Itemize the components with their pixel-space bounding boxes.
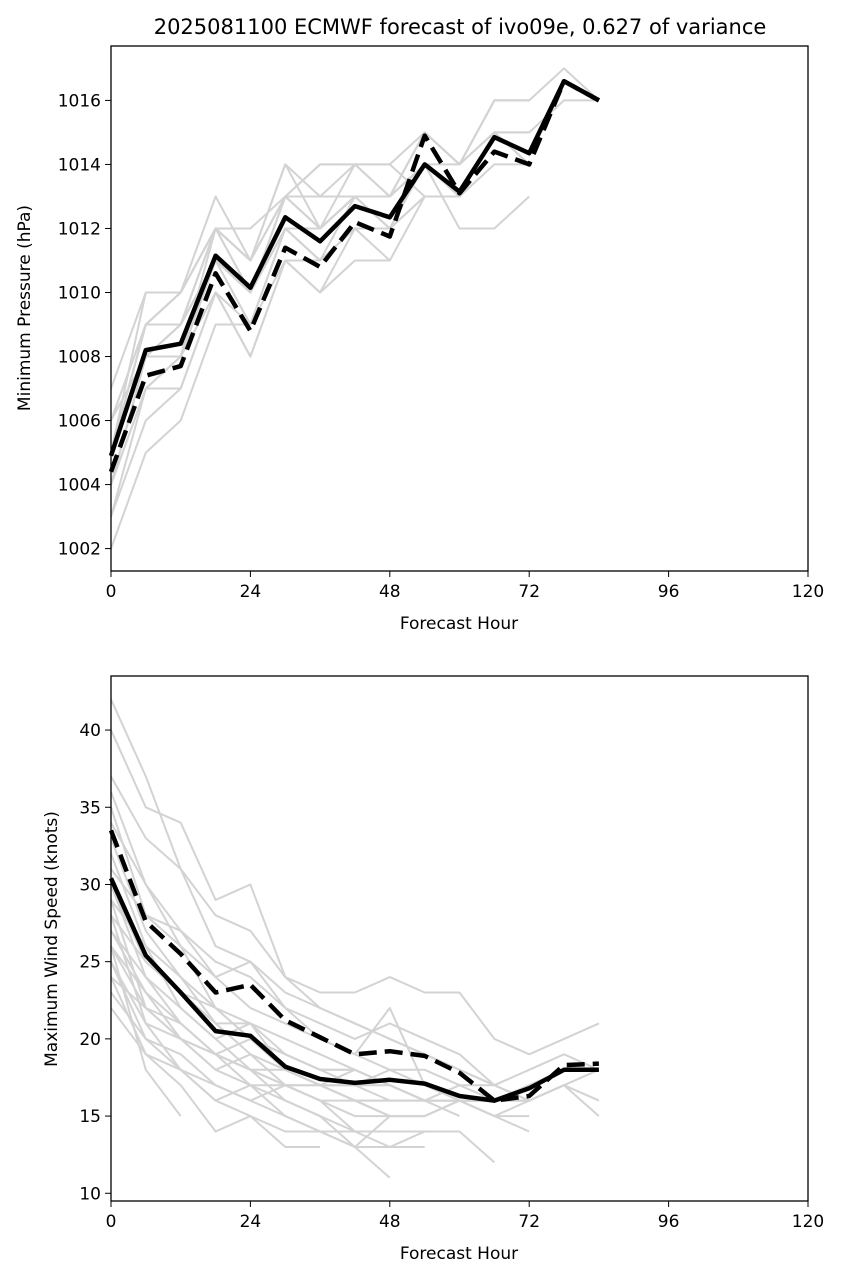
pressure-x-axis-label: Forecast Hour [400, 614, 518, 634]
wind-ensemble-member-line [110, 914, 460, 1133]
pressure-axes-frame [110, 45, 809, 572]
pressure-x-tick-label: 48 [379, 582, 401, 602]
pressure-dashed-line [108, 78, 600, 473]
wind-y-tick-label: 35 [79, 798, 101, 818]
pressure-y-tick-label: 1002 [58, 540, 101, 560]
pressure-x-ticks: 0 24 48 72 96 120 [106, 571, 824, 602]
wind-y-tick-label: 40 [79, 721, 101, 741]
pressure-y-tick-label: 1006 [58, 412, 101, 432]
pressure-x-tick-label: 0 [106, 582, 117, 602]
pressure-ensemble-member-line [110, 227, 252, 421]
wind-x-ticks: 0 24 48 72 96 120 [106, 1201, 824, 1232]
pressure-ensemble-member-line [110, 259, 390, 485]
wind-y-ticks: 10 15 20 25 30 35 40 [79, 721, 111, 1204]
chart-title: 2025081100 ECMWF forecast of ivo09e, 0.6… [154, 15, 767, 39]
wind-series-group [108, 698, 600, 1179]
pressure-y-tick-label: 1010 [58, 283, 101, 303]
pressure-y-tick-label: 1004 [58, 476, 101, 496]
pressure-y-tick-label: 1014 [58, 155, 101, 175]
wind-y-tick-label: 15 [79, 1107, 101, 1127]
wind-panel: 0 24 48 72 96 120 10 15 20 25 30 35 40 Forecast Hou… [42, 675, 824, 1264]
pressure-y-axis-label: Minimum Pressure (hPa) [15, 205, 35, 411]
wind-x-tick-label: 72 [518, 1212, 540, 1232]
wind-x-tick-label: 0 [106, 1212, 117, 1232]
wind-x-tick-label: 24 [240, 1212, 262, 1232]
wind-y-tick-label: 25 [79, 953, 101, 973]
wind-y-axis-label: Maximum Wind Speed (knots) [42, 811, 62, 1067]
pressure-series-group [108, 67, 600, 549]
wind-ensemble-member-line [110, 1007, 530, 1102]
wind-dashed-line [108, 829, 599, 1103]
wind-x-tick-label: 120 [792, 1212, 824, 1232]
pressure-y-tick-label: 1016 [58, 91, 101, 111]
wind-x-tick-label: 96 [658, 1212, 680, 1232]
wind-axes-frame [110, 675, 809, 1202]
wind-x-axis-label: Forecast Hour [400, 1244, 518, 1264]
pressure-y-tick-label: 1008 [58, 348, 101, 368]
wind-ensemble-member-line [110, 729, 600, 1056]
pressure-x-tick-label: 24 [240, 582, 262, 602]
pressure-ensemble-mean-line [108, 78, 600, 457]
wind-ensemble-member-line [110, 991, 390, 1133]
wind-y-tick-label: 20 [79, 1030, 101, 1050]
pressure-x-tick-label: 120 [792, 582, 824, 602]
pressure-y-ticks: 1002 1004 1006 1008 1010 1012 1014 1016 [58, 91, 111, 560]
wind-ensemble-member-line [110, 775, 530, 1102]
wind-y-tick-label: 30 [79, 875, 101, 895]
pressure-panel: 2025081100 ECMWF forecast of ivo09e, 0.6… [15, 15, 824, 634]
wind-y-tick-label: 10 [79, 1184, 101, 1204]
wind-ensemble-mean-line [108, 877, 599, 1103]
pressure-y-tick-label: 1012 [58, 219, 101, 239]
pressure-x-tick-label: 96 [658, 582, 680, 602]
wind-x-tick-label: 48 [379, 1212, 401, 1232]
wind-ensemble-member-line [110, 822, 600, 1087]
pressure-x-tick-label: 72 [518, 582, 540, 602]
